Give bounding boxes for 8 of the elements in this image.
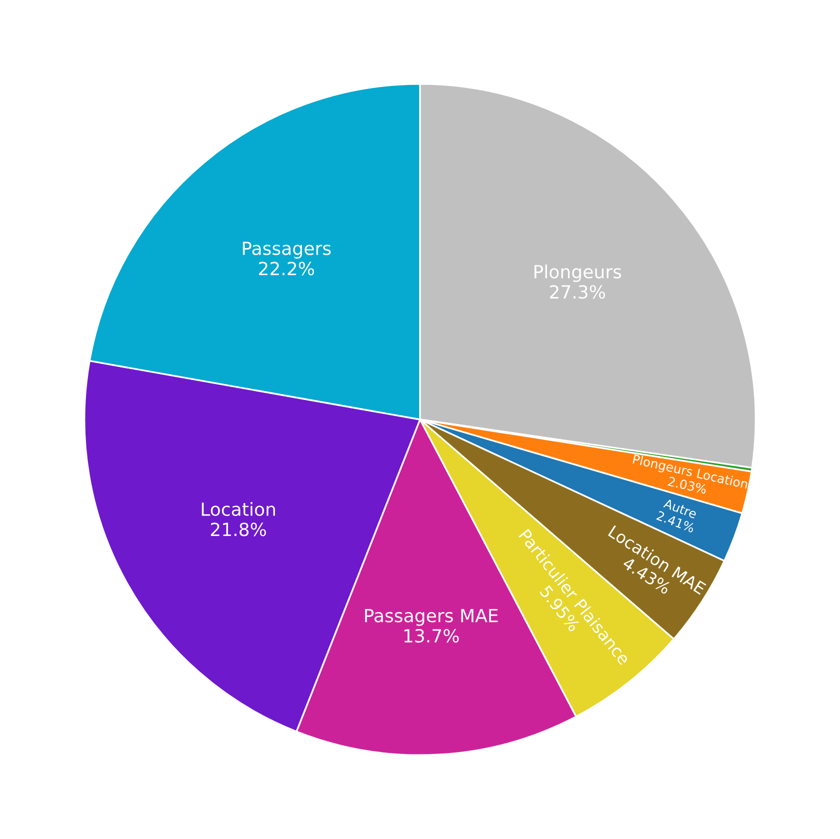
- slice-label: Passagers: [242, 242, 331, 259]
- slice-label: Passagers MAE: [365, 608, 498, 626]
- data-label: 22.2%: [259, 262, 314, 276]
- data-label: 13.7%: [404, 628, 459, 643]
- data-label: 21.8%: [210, 522, 266, 536]
- data-label: 27.3%: [550, 285, 606, 299]
- slice-label: Location: [202, 502, 275, 516]
- slice-label: Plongeurs: [534, 264, 622, 282]
